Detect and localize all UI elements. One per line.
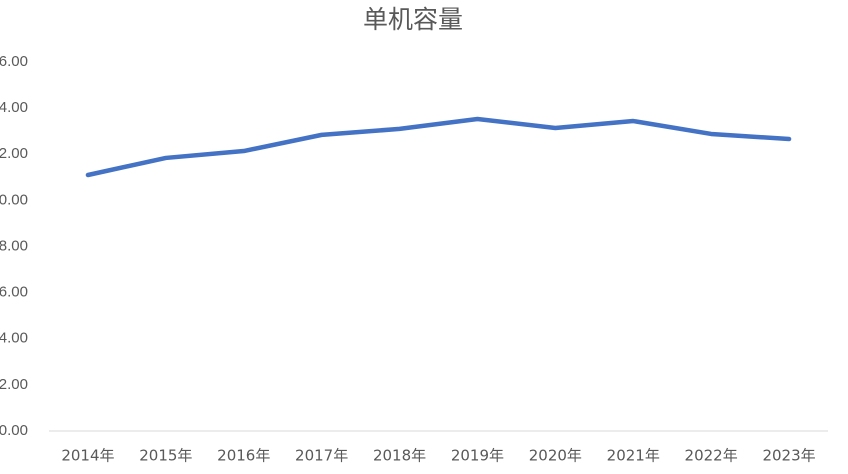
x-tick-label: 2019年 [451,447,504,465]
x-tick-label: 2022年 [685,447,738,465]
y-tick-label: 2.00 [0,376,28,393]
x-tick-label: 2016年 [217,447,270,465]
x-tick-label: 2014年 [61,447,114,465]
series-line [85,116,792,178]
x-tick-label: 2015年 [139,447,192,465]
y-tick-label: 8.00 [0,237,28,254]
x-tick-label: 2020年 [529,447,582,465]
y-tick-label: 10.00 [0,191,28,208]
chart-title: 单机容量 [363,5,463,34]
y-tick-label: 16.00 [0,53,28,70]
x-tick-label: 2021年 [607,447,660,465]
y-tick-label: 12.00 [0,145,28,162]
x-tick-label: 2017年 [295,447,348,465]
y-tick-label: 0.00 [0,422,28,439]
y-tick-label: 6.00 [0,284,28,301]
x-tick-label: 2018年 [373,447,426,465]
y-tick-label: 14.00 [0,99,28,116]
y-tick-label: 4.00 [0,330,28,347]
x-tick-label: 2023年 [762,447,815,465]
